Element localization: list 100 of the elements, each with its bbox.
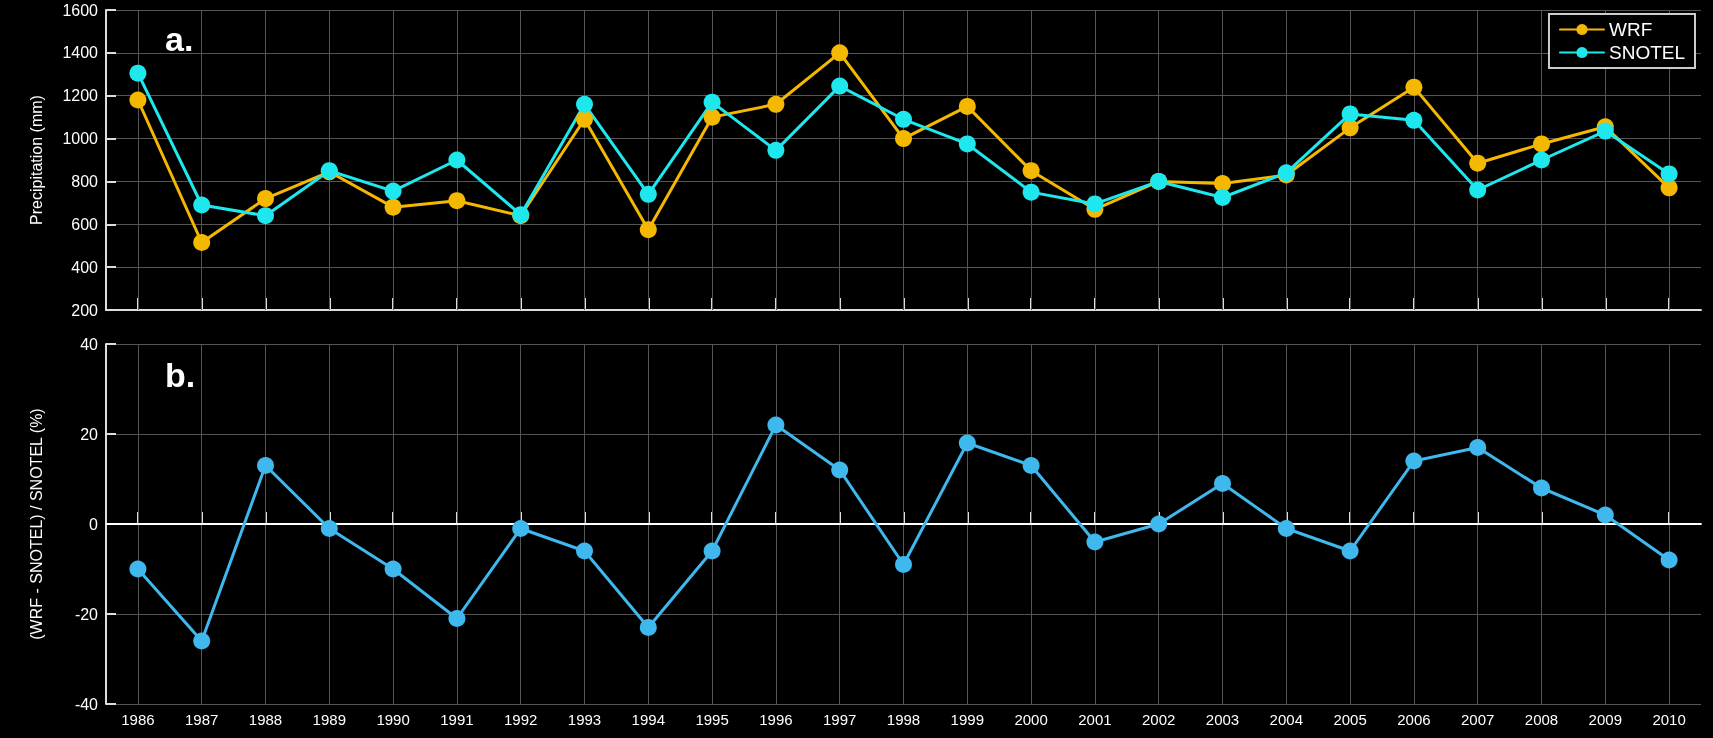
point xyxy=(193,196,211,214)
point xyxy=(1277,520,1295,537)
point xyxy=(1596,506,1614,524)
point xyxy=(1086,195,1104,213)
point xyxy=(1469,439,1487,456)
point xyxy=(129,64,147,82)
point xyxy=(384,198,402,216)
x-tick-label: 2000 xyxy=(1014,711,1048,728)
y-tick-label: 200 xyxy=(71,301,99,319)
point xyxy=(1660,179,1678,197)
point xyxy=(1214,175,1231,193)
point xyxy=(1150,515,1168,533)
y-tick-label: 0 xyxy=(89,515,99,533)
point xyxy=(1405,111,1423,129)
legend-label: WRF xyxy=(1608,19,1653,40)
point xyxy=(831,461,849,479)
point xyxy=(831,77,849,95)
point xyxy=(257,457,274,474)
point xyxy=(767,95,785,113)
x-tick-label: 2006 xyxy=(1397,711,1431,728)
x-tick-label: 1986 xyxy=(121,711,155,728)
point xyxy=(1533,135,1550,153)
point xyxy=(448,610,466,627)
point xyxy=(1405,78,1423,96)
y-tick-label: 600 xyxy=(71,215,99,233)
x-tick-label: 2005 xyxy=(1333,711,1367,728)
point xyxy=(703,542,721,560)
point xyxy=(703,108,721,126)
point xyxy=(703,93,721,111)
x-tick-label: 2003 xyxy=(1205,711,1240,728)
point xyxy=(1660,551,1678,569)
x-tick-label: 2008 xyxy=(1524,711,1559,728)
point xyxy=(639,221,657,239)
x-tick-label: 1996 xyxy=(759,711,793,728)
x-tick-label: 2010 xyxy=(1652,711,1686,728)
point xyxy=(448,192,466,210)
point xyxy=(1341,542,1359,560)
x-tick-label: 1989 xyxy=(312,711,346,728)
point xyxy=(1341,105,1359,123)
point xyxy=(193,234,211,251)
x-tick-label: 2004 xyxy=(1269,711,1303,728)
point xyxy=(257,207,274,225)
x-tick-label: 1995 xyxy=(695,711,729,728)
point xyxy=(958,135,976,153)
point xyxy=(767,416,785,434)
point xyxy=(129,560,147,578)
point xyxy=(895,130,912,148)
point xyxy=(1533,479,1550,497)
y-tick-label: 1600 xyxy=(62,1,99,19)
point xyxy=(576,110,593,128)
x-tick-label: 1998 xyxy=(886,711,921,728)
x-tick-label: 1987 xyxy=(185,711,219,728)
point xyxy=(1341,119,1359,137)
point xyxy=(1022,183,1040,201)
legend-label: SNOTEL xyxy=(1608,42,1686,63)
annotation: b. xyxy=(165,356,196,394)
y-tick-label: 1400 xyxy=(62,44,99,62)
point xyxy=(1533,151,1550,169)
point xyxy=(257,190,274,208)
point xyxy=(129,91,147,109)
point xyxy=(958,434,976,452)
point xyxy=(895,110,912,128)
point xyxy=(193,632,211,650)
point xyxy=(384,560,402,578)
y-axis-title: (WRF - SNOTEL) / SNOTEL (%) xyxy=(27,408,45,640)
point xyxy=(448,151,466,169)
x-tick-label: 1993 xyxy=(567,711,602,728)
x-tick-label: 1994 xyxy=(631,711,665,728)
x-tick-label: 1991 xyxy=(440,711,474,728)
point xyxy=(1469,154,1487,172)
y-tick-label: -40 xyxy=(74,695,99,713)
x-tick-label: 1992 xyxy=(504,711,538,728)
y-axis-title: Precipitation (mm) xyxy=(27,95,45,225)
y-tick-label: 800 xyxy=(71,172,99,190)
x-tick-label: 2009 xyxy=(1588,711,1622,728)
point xyxy=(1086,533,1104,551)
point xyxy=(958,97,976,115)
point xyxy=(576,542,593,560)
y-tick-label: 1200 xyxy=(62,87,99,105)
y-tick-label: -20 xyxy=(74,605,99,623)
x-tick-label: 1997 xyxy=(823,711,857,728)
point xyxy=(895,556,912,573)
point xyxy=(576,95,593,113)
x-tick-label: 2001 xyxy=(1078,711,1112,728)
y-tick-label: 1000 xyxy=(62,130,99,148)
point xyxy=(1214,475,1231,492)
point xyxy=(512,520,530,537)
point xyxy=(639,619,657,636)
point xyxy=(1405,452,1423,470)
x-tick-label: 2002 xyxy=(1142,711,1176,728)
point xyxy=(1660,165,1678,183)
point xyxy=(1469,181,1487,199)
y-tick-label: 400 xyxy=(71,258,99,276)
y-tick-label: 40 xyxy=(80,335,99,353)
x-tick-label: 2007 xyxy=(1461,711,1495,728)
x-tick-label: 1990 xyxy=(376,711,410,728)
x-tick-label: 1999 xyxy=(950,711,984,728)
x-tick-label: 1988 xyxy=(248,711,283,728)
point xyxy=(767,141,785,159)
point xyxy=(1022,457,1040,474)
